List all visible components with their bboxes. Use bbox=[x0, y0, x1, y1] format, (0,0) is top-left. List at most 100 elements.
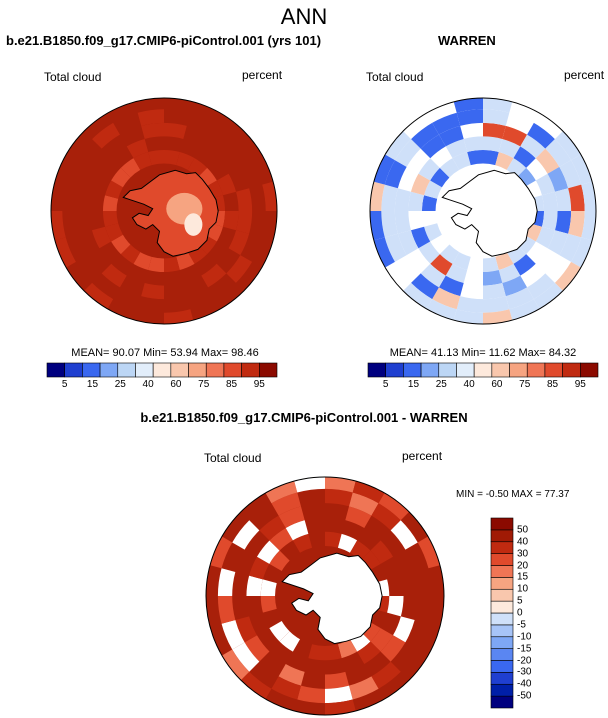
colorbar-box bbox=[562, 362, 581, 378]
colorbar-box bbox=[64, 362, 83, 378]
map-cell bbox=[495, 252, 514, 270]
map-cell bbox=[92, 122, 120, 149]
map-cell bbox=[559, 160, 582, 189]
colorbar-tick-label: 40 bbox=[142, 379, 154, 390]
map-cell bbox=[568, 184, 585, 211]
map-cell bbox=[371, 503, 401, 531]
colorbar-box bbox=[490, 565, 514, 578]
map-cell bbox=[269, 620, 290, 642]
map-cell bbox=[513, 254, 536, 276]
map-cell bbox=[445, 138, 468, 159]
colorbar-box bbox=[490, 648, 514, 661]
colorbar-box bbox=[490, 553, 514, 566]
map-cell bbox=[133, 152, 152, 170]
map-cell bbox=[502, 275, 528, 297]
map-cell bbox=[438, 125, 464, 147]
map-cell bbox=[325, 531, 342, 548]
panel1-colorbar-labels: 5 15 25 40 60 75 85 95 bbox=[47, 379, 277, 393]
map-cell bbox=[420, 263, 446, 288]
map-cell bbox=[120, 158, 141, 178]
colorbar-box bbox=[490, 541, 514, 554]
colorbar-tick-label: 40 bbox=[463, 379, 475, 390]
colorbar-tick-label: 40 bbox=[517, 536, 529, 548]
map-cell bbox=[260, 579, 277, 596]
map-cell bbox=[137, 109, 164, 126]
panel3-units-label: percent bbox=[402, 449, 443, 463]
antarctica-coastline bbox=[281, 552, 383, 645]
panel2-variable-label: Total cloud bbox=[366, 70, 424, 84]
panel3-polar-map bbox=[205, 476, 445, 716]
map-cell bbox=[337, 533, 358, 553]
colorbar-tick-label: 5 bbox=[61, 379, 68, 390]
map-cell bbox=[52, 237, 76, 269]
colorbar-tick-label: 60 bbox=[170, 379, 182, 390]
map-cell bbox=[222, 211, 239, 231]
panel1-polar-map bbox=[50, 97, 278, 325]
panel2-colorbar bbox=[367, 362, 599, 378]
map-cell bbox=[256, 540, 280, 564]
colorbar-box bbox=[170, 362, 189, 378]
map-cell bbox=[101, 263, 127, 288]
panel2-units-label: percent bbox=[564, 68, 605, 82]
map-cell bbox=[498, 263, 521, 284]
map-cell bbox=[483, 256, 499, 273]
colorbar-box bbox=[490, 577, 514, 590]
colorbar-tick-label: -5 bbox=[517, 619, 526, 631]
map-cell bbox=[394, 211, 411, 234]
colorbar-tick-label: 60 bbox=[491, 379, 503, 390]
map-cell bbox=[82, 282, 114, 311]
map-border bbox=[369, 97, 597, 325]
map-cell bbox=[111, 167, 131, 188]
colorbar-box bbox=[491, 362, 510, 378]
map-cell bbox=[527, 122, 555, 149]
map-field bbox=[370, 98, 596, 324]
map-cell bbox=[384, 160, 407, 189]
map-cell bbox=[217, 596, 236, 624]
map-cell bbox=[337, 639, 358, 659]
map-cell bbox=[438, 275, 464, 297]
map-cell bbox=[264, 478, 298, 504]
colorbar-box bbox=[241, 362, 260, 378]
panel1-variable-label: Total cloud bbox=[44, 70, 102, 84]
map-cell bbox=[527, 273, 555, 300]
map-cell bbox=[410, 173, 431, 196]
map-cell bbox=[357, 641, 381, 665]
colorbar-box bbox=[490, 683, 514, 697]
figure-title: ANN bbox=[280, 4, 328, 29]
colorbar-box bbox=[152, 362, 172, 378]
map-cell bbox=[285, 520, 309, 541]
map-cell bbox=[246, 575, 263, 596]
colorbar-tick-label: 25 bbox=[114, 379, 126, 390]
colorbar-box bbox=[456, 362, 475, 378]
map-cell bbox=[432, 287, 461, 310]
map-cell bbox=[249, 556, 270, 580]
map-cell bbox=[393, 616, 415, 643]
colorbar-tick-label: 30 bbox=[517, 548, 529, 560]
map-cell bbox=[397, 230, 419, 256]
map-cell bbox=[505, 287, 534, 310]
map-cell bbox=[439, 244, 460, 264]
map-cell bbox=[502, 125, 528, 147]
map-cell bbox=[430, 254, 453, 276]
colorbar-tick-label: 85 bbox=[546, 379, 559, 390]
map-cell bbox=[520, 134, 546, 159]
map-cell bbox=[235, 616, 257, 643]
map-cell bbox=[571, 237, 595, 269]
map-cell bbox=[483, 283, 506, 300]
colorbar-tick-label: -30 bbox=[517, 666, 532, 678]
map-cell bbox=[325, 685, 353, 704]
colorbar-box bbox=[544, 362, 563, 378]
colorbar-box bbox=[403, 362, 422, 378]
colorbar-tick-label: -15 bbox=[517, 643, 532, 655]
map-cell bbox=[401, 282, 433, 311]
colorbar-box bbox=[117, 362, 136, 378]
map-cell bbox=[221, 620, 245, 650]
map-cell bbox=[424, 223, 442, 242]
colorbar-box bbox=[490, 672, 514, 685]
map-cell bbox=[133, 252, 152, 270]
map-cell bbox=[278, 664, 305, 686]
map-cell bbox=[91, 226, 112, 249]
colorbar-tick-label: 5 bbox=[382, 379, 389, 390]
colorbar-tick-label: 5 bbox=[517, 595, 523, 607]
map-cell bbox=[483, 296, 510, 313]
